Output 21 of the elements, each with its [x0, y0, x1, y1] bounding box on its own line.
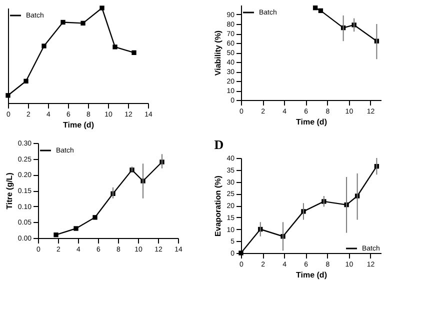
point — [54, 232, 58, 238]
chart-title: D — [214, 137, 224, 152]
point — [318, 8, 324, 14]
point — [80, 20, 86, 26]
point — [312, 6, 318, 10]
point — [42, 44, 46, 48]
x-axis-title: Time (d) — [63, 120, 94, 130]
x-axis-title: Time (d) — [296, 270, 328, 280]
y-axis-title: Viability (%) — [214, 30, 223, 76]
y-axis-title: Evaporation (%) — [214, 175, 223, 236]
point — [112, 44, 118, 50]
point — [60, 20, 66, 25]
point — [74, 226, 78, 231]
point — [24, 78, 28, 84]
point — [6, 93, 10, 98]
point — [132, 50, 136, 55]
point — [238, 250, 244, 256]
point — [100, 6, 104, 10]
point — [92, 215, 98, 220]
x-axis-title: Time (d) — [296, 118, 328, 126]
y-axis-title: Titre (g/L) — [4, 172, 14, 210]
